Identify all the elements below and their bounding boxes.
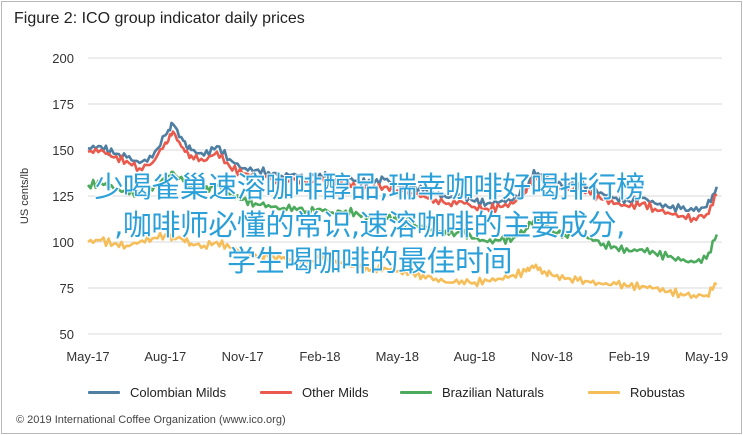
y-tick-label: 50: [60, 327, 74, 342]
series-line-other-milds: [87, 130, 718, 223]
y-tick-label: 200: [52, 51, 74, 66]
overlay-line-1: 少喝雀巢速溶咖啡醇品,瑞幸咖啡好喝排行榜: [94, 170, 645, 204]
x-tick-label: May-19: [685, 349, 728, 364]
x-tick-label: Nov-18: [531, 349, 573, 364]
x-tick-label: Aug-17: [144, 349, 186, 364]
x-tick-label: May-18: [376, 349, 419, 364]
legend-label: Colombian Milds: [130, 384, 227, 400]
legend-label: Robustas: [630, 384, 685, 400]
x-tick-label: Aug-18: [454, 349, 496, 364]
legend-label: Other Milds: [302, 384, 369, 400]
series-line-brazilian-naturals: [86, 170, 719, 265]
x-tick-label: May-17: [66, 349, 109, 364]
copyright-text: © 2019 International Coffee Organization…: [16, 414, 286, 426]
series-line-colombian-milds: [87, 121, 719, 213]
y-tick-label: 125: [52, 189, 74, 204]
figure-title: Figure 2: ICO group indicator daily pric…: [14, 10, 305, 27]
line-chart: 50 75 100 125 150 175 200 May-17 Aug-17 Nov-17 Fe…: [19, 51, 728, 364]
legend-swatch: [400, 390, 432, 394]
x-tick-label: Nov-17: [222, 349, 264, 364]
x-tick-label: Feb-18: [299, 349, 340, 364]
y-tick-label: 100: [52, 235, 74, 250]
legend-item-other-milds: Other Milds: [260, 382, 368, 402]
x-tick-label: Feb-19: [609, 349, 650, 364]
overlay-line-2: ,咖啡师必懂的常识,速溶咖啡的主要成分,: [114, 208, 625, 242]
y-tick-labels: 50 75 100 125 150 175 200: [52, 51, 74, 342]
legend-item-brazilian-naturals: Brazilian Naturals: [400, 382, 544, 402]
y-tick-label: 75: [60, 281, 74, 296]
series-line-robustas: [87, 231, 718, 300]
legend-swatch: [88, 390, 120, 394]
legend-label: Brazilian Naturals: [442, 384, 544, 400]
legend-swatch: [588, 390, 620, 394]
legend-item-colombian-milds: Colombian Milds: [88, 382, 226, 402]
y-axis-label: US cents/lb: [19, 168, 31, 224]
overlay-line-3: 学生喝咖啡的最佳时间: [226, 244, 513, 278]
x-tick-labels: May-17 Aug-17 Nov-17 Feb-18 May-18 Aug-18 Nov-…: [66, 349, 728, 364]
series-lines: [86, 121, 719, 300]
y-tick-label: 175: [52, 97, 74, 112]
legend-item-robustas: Robustas: [588, 382, 685, 402]
legend-swatch: [260, 390, 292, 394]
legend: Colombian Milds Other Milds Brazilian Natu…: [2, 382, 741, 404]
y-tick-label: 150: [52, 143, 74, 158]
